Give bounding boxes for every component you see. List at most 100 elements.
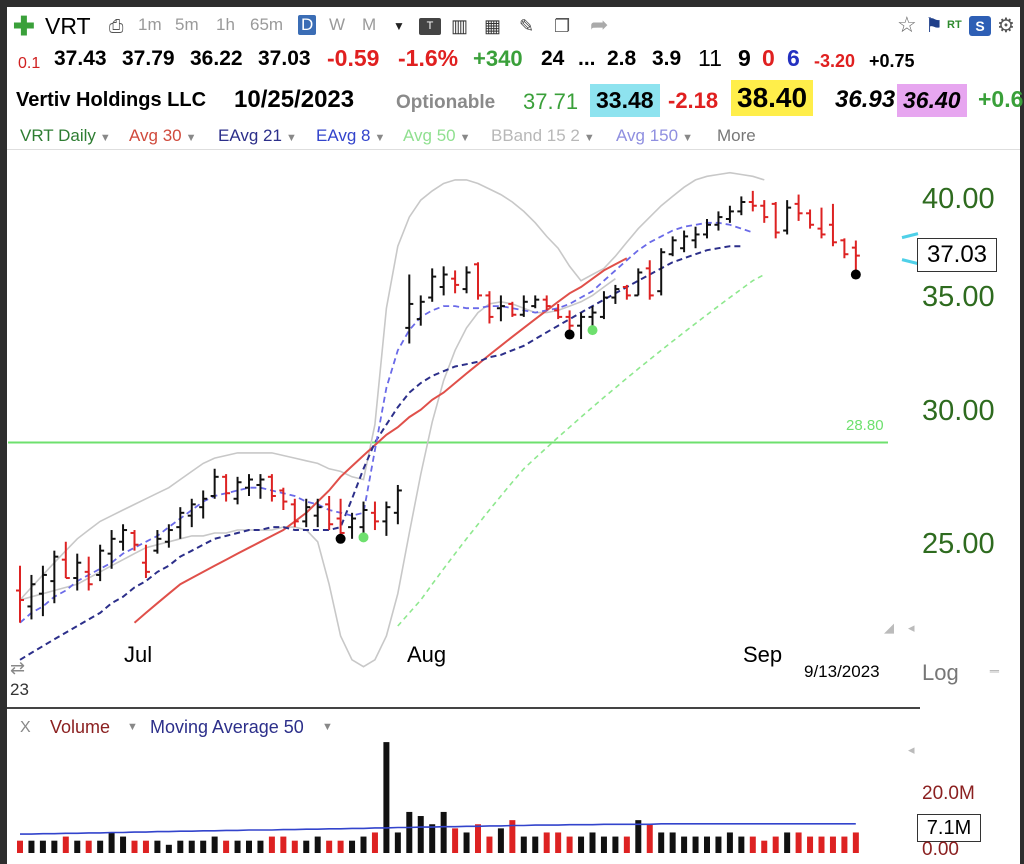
volume-bar	[497, 828, 504, 853]
interval-1h[interactable]: 1h	[216, 15, 235, 34]
rt-icon[interactable]: RT	[947, 19, 962, 31]
volume-chart[interactable]	[0, 710, 1024, 864]
avg30-line	[133, 257, 628, 624]
ohlc-bar	[668, 236, 677, 257]
value-37-71: 37.71	[523, 89, 579, 114]
volume-bar	[39, 840, 46, 853]
ohlc-bar	[336, 498, 345, 539]
close-value: 37.03	[258, 47, 311, 70]
add-symbol-icon[interactable]: ✚	[13, 11, 35, 41]
volume-bar	[371, 832, 378, 853]
log-scale-toggle[interactable]: Log	[922, 660, 959, 685]
calendar-icon[interactable]: ▦	[484, 16, 502, 36]
volume-bar	[841, 836, 848, 853]
ohlc-bar	[233, 476, 242, 505]
ohlc-bar	[84, 556, 93, 591]
ohlc-bar	[554, 303, 563, 320]
ma50-dropdown-icon[interactable]: ▼	[322, 721, 333, 733]
scroll-side-icon[interactable]: ◂	[908, 620, 915, 635]
ohlc-bar	[783, 200, 792, 235]
low-value: 36.22	[190, 47, 243, 70]
volume-dropdown-icon[interactable]: ▼	[127, 721, 138, 733]
interval-w[interactable]: W	[329, 15, 346, 34]
symbol-label[interactable]: VRT	[45, 13, 91, 39]
volume-bar	[612, 836, 619, 853]
indicator-avg-30[interactable]: Avg 30 ▼	[129, 126, 197, 145]
volume-bar	[829, 836, 836, 853]
ohlc-bar	[691, 226, 700, 249]
interval-dropdown-icon[interactable]: ▼	[393, 19, 405, 33]
volume-bar	[211, 836, 218, 853]
ohlc-bar	[279, 487, 288, 510]
volume-bar	[257, 840, 264, 853]
interval-d[interactable]: D	[298, 15, 317, 35]
volume-bar	[417, 816, 424, 853]
interval-5m[interactable]: 5m	[175, 15, 199, 34]
volume-bar	[726, 832, 733, 853]
volume-bar	[566, 836, 573, 853]
s-icon[interactable]: S	[969, 16, 991, 36]
ohlc-bar	[256, 474, 265, 499]
volume-bar	[234, 840, 241, 853]
volume-bar	[165, 844, 172, 853]
ohlc-bar	[290, 498, 299, 528]
ohlc-bar	[840, 238, 849, 259]
copy-icon[interactable]: ❐	[554, 16, 571, 36]
scroll-up-icon[interactable]: ◢	[884, 620, 894, 635]
tick-size: 0.1	[18, 55, 41, 72]
interval-m[interactable]: M	[362, 15, 377, 34]
draw-icon[interactable]: ✎	[519, 16, 535, 36]
window-frame-right	[1020, 0, 1024, 864]
interval-1m[interactable]: 1m	[138, 15, 162, 34]
price-chart[interactable]	[0, 150, 1024, 705]
x-tick-jul: Jul	[124, 642, 153, 667]
volume-bar	[280, 836, 287, 853]
text-icon[interactable]: T	[419, 18, 441, 35]
value-3-9: 3.9	[652, 47, 682, 70]
volume-bar	[200, 840, 207, 853]
scale-handle-icon[interactable]: ‗	[990, 656, 999, 673]
volume-bar	[429, 824, 436, 853]
value-9: 9	[738, 45, 751, 71]
settings-icon[interactable]: ⚙	[997, 15, 1015, 37]
ohlc-bar	[119, 524, 128, 551]
value-ellipsis: ...	[578, 47, 596, 70]
volume-close-icon[interactable]: X	[20, 719, 31, 736]
indicator-bband[interactable]: BBand 15 2 ▼	[491, 126, 595, 145]
bband-lower-line	[19, 278, 616, 668]
indicator-eavg-21[interactable]: EAvg 21 ▼	[218, 126, 297, 145]
avg50-line	[397, 273, 765, 627]
volume-label[interactable]: Volume	[50, 717, 111, 737]
signal-marker	[335, 533, 346, 544]
signal-marker	[358, 532, 369, 543]
ohlc-bar	[245, 474, 253, 496]
bband-upper-line	[19, 171, 765, 601]
indicator-avg-150[interactable]: Avg 150 ▼	[616, 126, 693, 145]
volume-bar	[692, 836, 699, 853]
flag-icon[interactable]: ⚑	[925, 15, 943, 37]
volume-bar	[394, 832, 401, 853]
indicator-avg-50[interactable]: Avg 50 ▼	[403, 126, 471, 145]
star-icon[interactable]: ☆	[897, 12, 917, 37]
indicator-vrt-daily[interactable]: VRT Daily ▼	[20, 126, 111, 145]
indicator-bar: VRT Daily ▼ Avg 30 ▼ EAvg 21 ▼ EAvg 8 ▼ Avg …	[7, 122, 1020, 150]
ma50-label[interactable]: Moving Average 50	[150, 717, 304, 737]
date-readout: 9/13/2023	[804, 662, 880, 681]
pane-divider[interactable]	[7, 707, 920, 709]
volume-bar	[818, 836, 825, 853]
volume-bar	[795, 832, 802, 853]
volume-bar	[681, 836, 688, 853]
ohlc-bar	[771, 201, 780, 239]
volume-scroll-icon[interactable]: ◂	[908, 742, 915, 757]
pan-arrows-icon[interactable]: ⇄	[10, 658, 26, 678]
interval-65m[interactable]: 65m	[250, 15, 284, 34]
volume-bar	[51, 840, 58, 853]
print-icon[interactable]: ⎙	[109, 16, 124, 36]
value-38-40: 38.40	[731, 80, 814, 116]
ohlc-bar	[428, 268, 437, 302]
share-icon[interactable]: ➦	[590, 12, 609, 37]
indicator-more[interactable]: More	[717, 126, 756, 145]
ohlc-bar	[817, 207, 826, 239]
bar-style-icon[interactable]: ▥	[451, 16, 469, 36]
indicator-eavg-8[interactable]: EAvg 8 ▼	[316, 126, 386, 145]
